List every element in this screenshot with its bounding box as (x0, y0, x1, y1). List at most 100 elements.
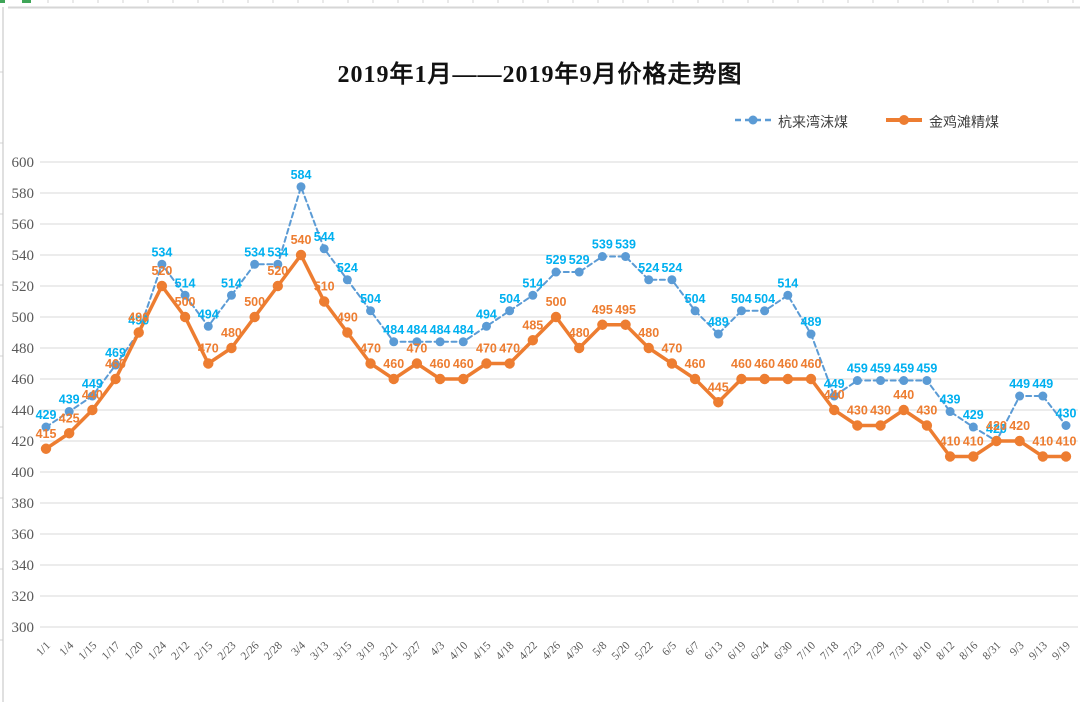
x-axis-label: 1/15 (77, 639, 100, 662)
data-point-marker (156, 280, 168, 292)
y-axis-label: 340 (12, 558, 35, 574)
x-axis-label: 2/28 (262, 639, 285, 662)
x-axis-label: 1/24 (146, 639, 169, 662)
data-point-marker (527, 335, 539, 346)
x-axis-label: 3/4 (289, 639, 308, 658)
y-axis-label: 320 (12, 589, 35, 605)
data-label: 490 (337, 311, 358, 325)
data-label: 445 (708, 380, 729, 394)
data-label: 534 (267, 245, 288, 259)
data-point-marker (573, 342, 585, 354)
y-axis-label: 460 (12, 372, 35, 388)
data-point-marker (180, 290, 190, 300)
y-axis-label: 580 (12, 186, 35, 202)
y-axis-label: 560 (12, 217, 35, 233)
data-point-marker (991, 435, 1002, 447)
data-point-marker (852, 420, 863, 431)
data-point-marker (87, 404, 98, 416)
data-label: 504 (754, 292, 775, 306)
x-axis-label: 2/23 (216, 639, 239, 662)
data-point-marker (41, 422, 51, 432)
x-axis-label: 2/15 (192, 639, 215, 662)
y-axis-label: 500 (12, 310, 35, 326)
series-line-1 (41, 182, 1071, 446)
data-point-marker (1037, 451, 1049, 462)
data-label: 440 (893, 388, 914, 402)
data-label: 484 (383, 323, 404, 337)
data-point-marker (505, 306, 515, 316)
data-point-marker (203, 358, 214, 369)
x-axis-label: 9/13 (1027, 639, 1050, 662)
data-point-marker (481, 358, 492, 369)
gridlines (40, 161, 1078, 628)
y-axis-label: 540 (12, 248, 35, 264)
x-axis-label: 5/22 (633, 639, 656, 662)
data-label: 529 (546, 253, 567, 267)
y-axis-labels: 300 320 340 360 380 400 420 440 460 480 500 520 540 5… (12, 155, 35, 636)
data-label: 489 (801, 315, 822, 329)
y-axis-label: 480 (12, 341, 35, 357)
data-point-marker (713, 329, 723, 339)
data-label: 460 (685, 357, 706, 371)
chart-legend: 杭来湾沫煤 金鸡滩精煤 (735, 112, 999, 132)
data-point-marker (411, 358, 423, 369)
data-label: 460 (731, 357, 752, 371)
data-label: 415 (36, 427, 57, 441)
y-axis-label: 380 (12, 496, 35, 512)
data-label: 470 (661, 342, 682, 356)
data-label: 420 (1009, 419, 1030, 433)
x-axis-label: 1/20 (123, 639, 146, 662)
selection-handle-icon (22, 0, 31, 3)
data-label: 449 (82, 377, 103, 391)
data-label: 520 (151, 264, 172, 278)
data-point-marker (250, 259, 260, 269)
data-point-marker (713, 397, 724, 408)
data-label: 504 (499, 292, 520, 306)
data-point-marker (760, 306, 770, 316)
data-label: 449 (1009, 377, 1030, 391)
data-point-marker (644, 275, 654, 285)
data-point-marker (412, 337, 422, 347)
legend-item-series1[interactable]: 杭来湾沫煤 (735, 112, 848, 132)
data-point-marker (458, 337, 468, 347)
data-point-marker (272, 280, 284, 292)
data-point-marker (620, 319, 631, 330)
data-label: 430 (1056, 407, 1077, 421)
legend-item-series2[interactable]: 金鸡滩精煤 (886, 112, 999, 132)
data-label: 470 (406, 342, 427, 356)
data-point-marker (458, 373, 469, 385)
data-label: 459 (847, 362, 868, 376)
data-label: 429 (963, 408, 984, 422)
x-axis-label: 4/15 (471, 639, 494, 662)
data-label: 460 (801, 357, 822, 371)
data-point-marker (829, 391, 839, 401)
x-axis-label: 8/12 (934, 639, 957, 662)
data-label: 514 (777, 276, 798, 290)
data-label: 500 (244, 295, 265, 309)
data-point-marker (667, 275, 677, 285)
data-point-marker (574, 267, 584, 277)
data-labels-2: 4154254404604905205004704805005205405104… (36, 233, 1077, 449)
data-label: 440 (82, 388, 103, 402)
data-label: 484 (430, 323, 451, 337)
data-label: 459 (893, 362, 914, 376)
data-point-marker (203, 321, 213, 331)
x-axis-label: 8/10 (911, 639, 934, 662)
data-point-marker (736, 373, 747, 385)
data-point-marker (157, 259, 167, 269)
x-axis-label: 6/19 (726, 639, 749, 662)
data-label: 494 (198, 307, 219, 321)
x-axis-label: 7/31 (888, 639, 911, 662)
data-point-marker (621, 252, 631, 262)
data-point-marker (319, 244, 329, 254)
data-point-marker (782, 373, 794, 385)
x-axis-label: 9/19 (1050, 639, 1073, 662)
data-point-marker (806, 329, 816, 339)
data-label: 514 (175, 276, 196, 290)
data-label: 500 (546, 295, 567, 309)
data-point-marker (689, 373, 701, 385)
data-label: 540 (291, 233, 312, 247)
x-axis-label: 3/15 (332, 639, 355, 662)
